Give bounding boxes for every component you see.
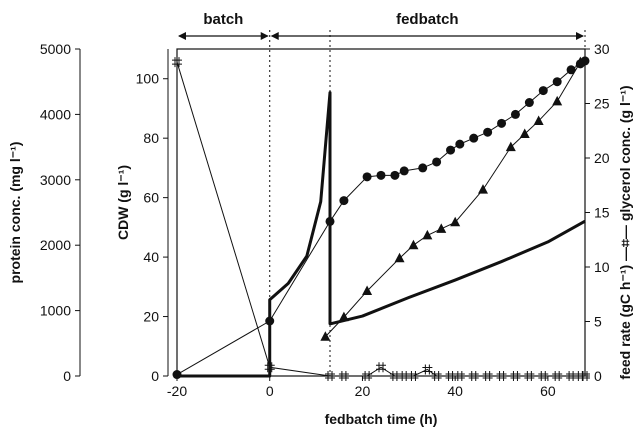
glycerol-point-16 bbox=[510, 371, 521, 381]
right-tick-label-3: 15 bbox=[594, 205, 610, 221]
protein-point-2 bbox=[362, 285, 373, 295]
protein-tick-label-0: 0 bbox=[63, 368, 71, 384]
cdw-point-10 bbox=[446, 145, 456, 155]
phase-arrowhead-right-0 bbox=[260, 32, 269, 40]
cdw-point-3 bbox=[339, 196, 349, 206]
protein-point-8 bbox=[478, 184, 488, 194]
right-axis-label: feed rate (gC h⁻¹) —⌗— glycerol conc. (g… bbox=[617, 85, 633, 379]
cdw-point-18 bbox=[552, 77, 562, 87]
glycerol-point-3 bbox=[338, 371, 349, 381]
glycerol-point-4 bbox=[362, 371, 373, 381]
cdw-point-8 bbox=[418, 163, 428, 173]
x-axis-label: fedbatch time (h) bbox=[325, 411, 438, 427]
glycerol-point-11 bbox=[445, 371, 456, 381]
protein-tick-label-3: 3000 bbox=[40, 172, 71, 188]
glycerol-point-9 bbox=[422, 364, 433, 375]
phase-label-1: fedbatch bbox=[396, 11, 459, 28]
x-tick-label-4: 60 bbox=[540, 383, 556, 399]
glycerol-point-8 bbox=[408, 371, 419, 381]
series-layer bbox=[172, 56, 590, 381]
protein-point-5 bbox=[422, 229, 433, 240]
cdw-point-16 bbox=[524, 98, 534, 108]
phase-arrowhead-left-1 bbox=[270, 32, 279, 40]
cdw-point-11 bbox=[455, 139, 465, 149]
right-axis-label-group: feed rate (gC h⁻¹) —⌗— glycerol conc. (g… bbox=[617, 85, 633, 379]
right-tick-label-0: 0 bbox=[594, 368, 602, 384]
right-tick-label-6: 30 bbox=[594, 41, 610, 57]
protein-point-13 bbox=[575, 56, 586, 67]
protein-point-0 bbox=[320, 331, 331, 341]
protein-tick-label-1: 1000 bbox=[40, 303, 71, 319]
protein-point-7 bbox=[450, 216, 461, 227]
protein-point-4 bbox=[408, 239, 419, 250]
glycerol-point-19 bbox=[552, 371, 563, 381]
protein-point-9 bbox=[505, 141, 516, 152]
protein-point-11 bbox=[533, 115, 544, 125]
protein-axis-label-group: protein conc. (mg l⁻¹) bbox=[7, 142, 23, 284]
cdw-axis-label: CDW (g l⁻¹) bbox=[115, 165, 131, 240]
protein-point-12 bbox=[552, 95, 563, 106]
protein-tick-label-5: 5000 bbox=[40, 41, 71, 57]
cdw-point-9 bbox=[432, 157, 442, 167]
feed-rate-line bbox=[177, 91, 586, 378]
glycerol-point-12 bbox=[454, 371, 465, 381]
cdw-tick-label-5: 100 bbox=[136, 71, 160, 87]
glycerol-point-13 bbox=[468, 371, 479, 381]
cdw-point-6 bbox=[390, 170, 400, 180]
plot-border bbox=[176, 48, 586, 377]
glycerol-point-14 bbox=[482, 371, 493, 381]
cdw-point-15 bbox=[510, 109, 520, 119]
protein-point-3 bbox=[394, 252, 405, 263]
phase-arrowhead-right-1 bbox=[576, 32, 584, 40]
cdw-point-14 bbox=[497, 118, 507, 128]
glycerol-line bbox=[176, 61, 585, 377]
glycerol-point-5 bbox=[376, 362, 386, 373]
cdw-tick-label-4: 80 bbox=[143, 130, 159, 146]
x-tick-label-0: -20 bbox=[167, 383, 187, 399]
x-tick-label-2: 20 bbox=[355, 383, 371, 399]
x-tick-label-3: 40 bbox=[447, 383, 463, 399]
glycerol-point-15 bbox=[496, 371, 507, 381]
phase-label-0: batch bbox=[203, 11, 243, 28]
cdw-axis-label-group: CDW (g l⁻¹) bbox=[115, 165, 131, 240]
right-tick-label-2: 10 bbox=[594, 259, 610, 275]
phase-arrowhead-left-0 bbox=[178, 32, 186, 40]
glycerol-point-0 bbox=[172, 57, 182, 68]
glycerol-point-17 bbox=[524, 371, 535, 381]
right-tick-label-4: 20 bbox=[594, 150, 610, 166]
cdw-line bbox=[176, 60, 586, 375]
plot-frame: batch fedbatch bbox=[176, 11, 586, 377]
x-tick-label-1: 0 bbox=[266, 383, 274, 399]
cdw-tick-label-1: 20 bbox=[143, 309, 159, 325]
glycerol-point-20 bbox=[566, 371, 577, 381]
right-tick-label-1: 5 bbox=[594, 314, 602, 330]
cdw-point-4 bbox=[362, 172, 372, 182]
protein-tick-label-4: 4000 bbox=[40, 106, 71, 122]
glycerol-point-18 bbox=[538, 371, 549, 381]
protein-tick-label-2: 2000 bbox=[40, 237, 71, 253]
protein-line bbox=[325, 61, 581, 338]
right-tick-label-5: 25 bbox=[594, 96, 610, 112]
glycerol-point-2 bbox=[325, 371, 335, 381]
protein-axis-label: protein conc. (mg l⁻¹) bbox=[7, 142, 23, 284]
cdw-point-5 bbox=[376, 170, 386, 180]
glycerol-point-1 bbox=[264, 362, 275, 373]
protein-point-6 bbox=[436, 223, 447, 233]
cdw-tick-label-0: 0 bbox=[151, 368, 159, 384]
cdw-point-19 bbox=[566, 65, 576, 75]
glycerol-point-21 bbox=[575, 371, 586, 381]
cdw-point-12 bbox=[469, 133, 479, 143]
protein-point-10 bbox=[519, 128, 530, 139]
cdw-point-7 bbox=[399, 166, 409, 176]
cdw-point-17 bbox=[538, 86, 548, 96]
glycerol-point-7 bbox=[399, 371, 410, 381]
cdw-point-13 bbox=[483, 127, 493, 137]
glycerol-point-6 bbox=[389, 371, 400, 381]
glycerol-point-10 bbox=[431, 371, 442, 381]
cdw-tick-label-3: 60 bbox=[143, 190, 159, 206]
cdw-tick-label-2: 40 bbox=[143, 249, 159, 265]
